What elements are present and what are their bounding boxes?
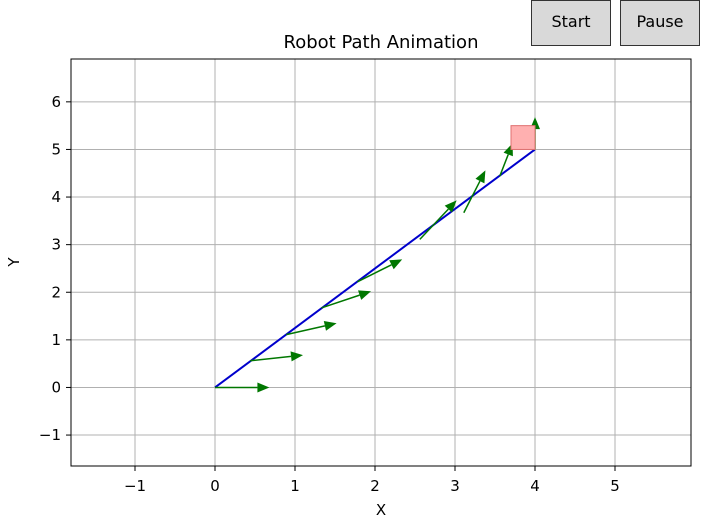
pause-button[interactable]: Pause xyxy=(620,0,700,46)
arrow-head xyxy=(257,382,270,393)
arrow-shaft xyxy=(286,325,326,336)
orientation-arrows xyxy=(215,117,540,393)
x-tick-label: 5 xyxy=(610,477,620,495)
arrow-shaft xyxy=(321,294,360,309)
arrow-shaft xyxy=(419,208,449,240)
orientation-arrow xyxy=(250,351,303,362)
orientation-arrow xyxy=(286,320,337,336)
y-tick-label: 1 xyxy=(51,331,61,349)
x-axis-label: X xyxy=(376,501,386,519)
robot-layer xyxy=(510,125,536,150)
y-tick-label: 4 xyxy=(51,188,61,206)
arrow-head xyxy=(358,290,371,300)
arrow-shaft xyxy=(250,355,292,362)
orientation-arrow xyxy=(215,382,270,393)
plot-frame xyxy=(70,58,692,467)
arrow-head xyxy=(323,320,337,331)
x-tick-label: 2 xyxy=(370,477,380,495)
path-line xyxy=(214,148,536,389)
x-tick-label: 3 xyxy=(450,477,460,495)
x-tick-label: −1 xyxy=(124,477,146,495)
x-tick-label: 1 xyxy=(290,477,300,495)
arrow-head xyxy=(389,259,403,270)
orientation-arrow xyxy=(463,170,486,214)
grid xyxy=(71,59,691,466)
y-tick-label: 5 xyxy=(51,140,61,158)
robot-marker xyxy=(510,125,536,150)
y-tick-label: 2 xyxy=(51,283,61,301)
chart-title: Robot Path Animation xyxy=(284,32,479,53)
x-tick-label: 0 xyxy=(210,477,220,495)
y-tick-label: −1 xyxy=(39,426,61,444)
y-tick-label: 0 xyxy=(51,378,61,396)
axis-ticks: −1 0 1 2 3 4 5 −1 0 1 2 3 4 5 6 xyxy=(39,93,620,495)
arrow-head xyxy=(444,200,457,213)
path-layer xyxy=(214,148,536,389)
arrow-shaft xyxy=(463,180,481,214)
start-button[interactable]: Start xyxy=(531,0,611,46)
arrow-shaft xyxy=(499,154,509,177)
x-tick-label: 4 xyxy=(530,477,540,495)
y-tick-label: 3 xyxy=(51,236,61,254)
arrow-head xyxy=(290,351,303,362)
arrow-shaft xyxy=(357,264,392,283)
orientation-arrow xyxy=(419,200,457,240)
y-axis-label: Y xyxy=(5,257,23,268)
orientation-arrow xyxy=(321,290,371,309)
orientation-arrow xyxy=(357,259,403,283)
arrow-head xyxy=(475,170,486,184)
y-tick-label: 6 xyxy=(51,93,61,111)
